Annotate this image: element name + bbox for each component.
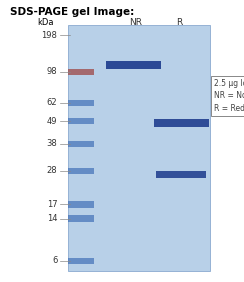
- Bar: [68, 141, 94, 147]
- Text: 17: 17: [47, 200, 57, 209]
- Bar: [154, 119, 209, 127]
- Bar: [68, 100, 94, 106]
- Text: 2.5 μg loading
NR = Non-reduced
R = Reduced: 2.5 μg loading NR = Non-reduced R = Redu…: [214, 79, 244, 113]
- Bar: [68, 25, 210, 271]
- Bar: [68, 69, 94, 75]
- Text: 6: 6: [52, 256, 57, 265]
- Text: 14: 14: [47, 214, 57, 223]
- Bar: [68, 168, 94, 174]
- Text: SDS-PAGE gel Image:: SDS-PAGE gel Image:: [10, 7, 134, 17]
- Bar: [156, 171, 206, 178]
- Text: kDa: kDa: [37, 18, 54, 27]
- Bar: [68, 118, 94, 124]
- Text: 49: 49: [47, 117, 57, 126]
- Bar: [68, 258, 94, 264]
- Text: 198: 198: [41, 31, 57, 40]
- Bar: [68, 201, 94, 208]
- Text: 38: 38: [47, 139, 57, 148]
- Text: NR: NR: [129, 18, 142, 27]
- Bar: [68, 215, 94, 222]
- Text: 98: 98: [47, 67, 57, 76]
- Text: R: R: [176, 18, 183, 27]
- Text: 28: 28: [47, 166, 57, 175]
- Text: 62: 62: [47, 98, 57, 107]
- Bar: [106, 61, 161, 69]
